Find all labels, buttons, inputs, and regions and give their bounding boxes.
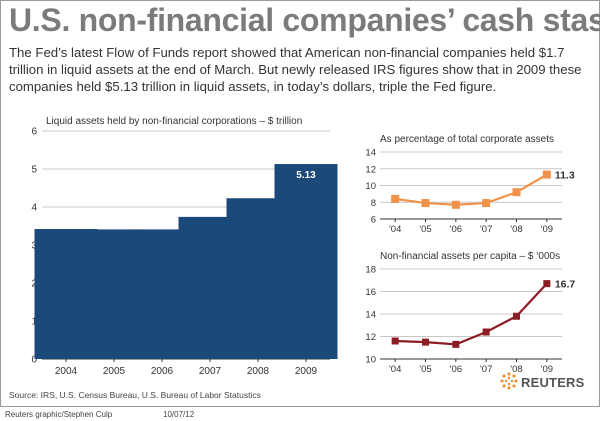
pct-chart-point: [391, 194, 400, 203]
bar-y-tick-label: 0: [31, 355, 37, 366]
chart-subtitle: The Fed’s latest Flow of Funds report sh…: [9, 45, 582, 94]
pct-chart-y-tick-label: 6: [371, 215, 376, 226]
percap-chart-x-tick-label: '08: [510, 364, 522, 375]
bar-y-tick-label: 2: [31, 279, 37, 290]
percap-chart-x-tick-label: '04: [389, 364, 401, 375]
percap-chart-title: Non-financial assets per capita – $ ‘000…: [380, 251, 560, 262]
percap-chart-x-tick-label: '07: [480, 364, 492, 375]
pct-chart-x-tick-label: '05: [419, 224, 431, 235]
reuters-wordmark: REUTERS: [521, 375, 585, 390]
percap-chart-y-tick-label: 12: [365, 332, 376, 343]
bar-y-tick-label: 3: [31, 241, 37, 252]
percap-chart-y-tick-label: 16: [365, 287, 376, 298]
percap-chart-x-tick-label: '09: [541, 364, 553, 375]
pct-chart-data-label: 11.3: [555, 170, 575, 182]
bar-mark: [274, 164, 338, 359]
bar-x-tick-label: 2004: [55, 366, 78, 377]
percap-chart-y-tick-label: 14: [365, 310, 376, 321]
bar-x-tick-label: 2005: [103, 366, 126, 377]
pct-chart-y-tick-label: 8: [371, 198, 376, 209]
pct-chart-x-tick-label: '06: [450, 224, 462, 235]
reuters-logo: REUTERS: [500, 372, 585, 390]
bar-y-tick-label: 6: [31, 127, 37, 138]
bar-x-tick-label: 2009: [295, 366, 318, 377]
pct-chart-x-tick-label: '07: [480, 224, 492, 235]
graphic-date: 10/07/12: [163, 410, 195, 419]
percap-chart-point: [513, 312, 520, 320]
percap-chart-point: [452, 340, 460, 348]
pct-chart-point: [512, 188, 521, 197]
percap-chart-series-line: [395, 282, 548, 346]
pct-chart-point: [482, 199, 491, 208]
bar-y-tick-label: 5: [31, 165, 37, 176]
pct-chart-series-line: [395, 173, 548, 206]
bar-x-tick-label: 2008: [247, 366, 270, 377]
pct-chart-title: As percentage of total corporate assets: [380, 134, 554, 145]
percap-chart-point: [543, 280, 551, 288]
pct-chart-x-tick-label: '04: [389, 224, 401, 235]
reuters-dots-icon: [500, 372, 518, 390]
source-note: Source: IRS, U.S. Census Bureau, U.S. Bu…: [9, 390, 261, 400]
bar-data-label: 5.13: [296, 170, 316, 181]
percap-chart-point: [482, 328, 490, 336]
pct-chart-point: [451, 200, 460, 209]
percap-chart-y-tick-label: 18: [365, 265, 376, 276]
chart-title: U.S. non-financial companies’ cash stash: [9, 2, 600, 38]
percap-chart-y-tick-label: 10: [365, 355, 376, 366]
bar-chart-title: Liquid assets held by non-financial corp…: [46, 116, 302, 127]
percap-chart-point: [391, 337, 399, 345]
pct-chart-y-tick-label: 14: [365, 148, 376, 159]
graphic-credit: Reuters graphic/Stephen Culp: [5, 410, 113, 419]
bar-y-tick-label: 1: [31, 317, 37, 328]
pct-chart-point: [421, 199, 430, 208]
pct-chart-y-tick-label: 10: [365, 181, 376, 192]
pct-chart-y-tick-label: 12: [365, 164, 376, 175]
percap-chart-point: [422, 338, 429, 346]
percap-chart-x-tick-label: '05: [419, 364, 431, 375]
pct-chart-x-tick-label: '08: [510, 224, 522, 235]
bar-x-tick-label: 2007: [199, 366, 222, 377]
bar-x-tick-label: 2006: [151, 366, 174, 377]
percap-chart-x-tick-label: '06: [450, 364, 462, 375]
pct-chart-x-tick-label: '09: [541, 224, 553, 235]
bar-y-tick-label: 4: [31, 203, 37, 214]
pct-chart-point: [542, 170, 551, 179]
percap-chart-data-label: 16.7: [555, 279, 576, 291]
